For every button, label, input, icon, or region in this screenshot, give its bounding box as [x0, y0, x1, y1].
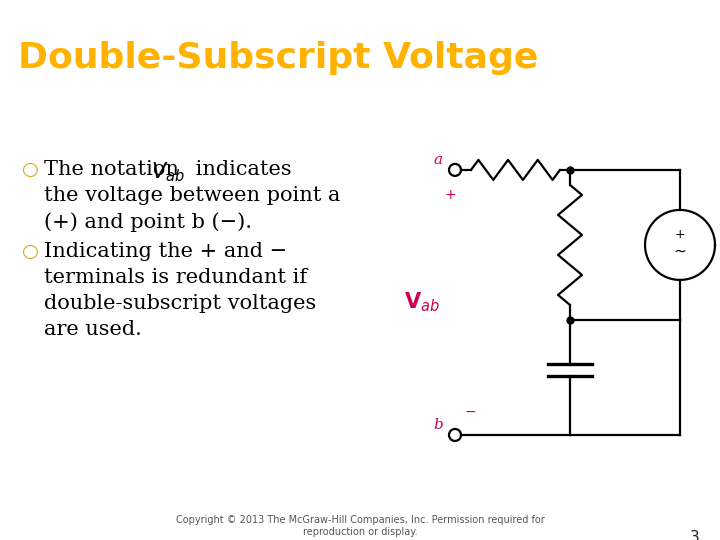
Text: 3: 3	[690, 530, 700, 540]
Text: (+) and point b (−).: (+) and point b (−).	[44, 212, 252, 232]
Text: terminals is redundant if: terminals is redundant if	[44, 268, 307, 287]
Text: +: +	[675, 228, 685, 241]
Text: ○: ○	[22, 242, 39, 261]
Text: $V_{ab}$: $V_{ab}$	[151, 160, 185, 184]
Text: Copyright © 2013 The McGraw-Hill Companies, Inc. Permission required for
reprodu: Copyright © 2013 The McGraw-Hill Compani…	[176, 515, 544, 537]
Text: Double-Subscript Voltage: Double-Subscript Voltage	[18, 41, 539, 75]
Text: indicates: indicates	[189, 160, 292, 179]
Text: The notation: The notation	[44, 160, 186, 179]
Text: b: b	[433, 418, 443, 432]
Text: double-subscript voltages: double-subscript voltages	[44, 294, 316, 313]
Text: $\mathbf{V}_{ab}$: $\mathbf{V}_{ab}$	[404, 291, 440, 314]
Text: are used.: are used.	[44, 320, 142, 339]
Text: the voltage between point a: the voltage between point a	[44, 186, 341, 205]
Text: ~: ~	[674, 244, 686, 259]
Text: ○: ○	[22, 160, 39, 179]
Text: +: +	[444, 188, 456, 202]
Text: Indicating the + and −: Indicating the + and −	[44, 242, 287, 261]
Text: −: −	[465, 405, 477, 419]
Text: a: a	[434, 153, 443, 167]
